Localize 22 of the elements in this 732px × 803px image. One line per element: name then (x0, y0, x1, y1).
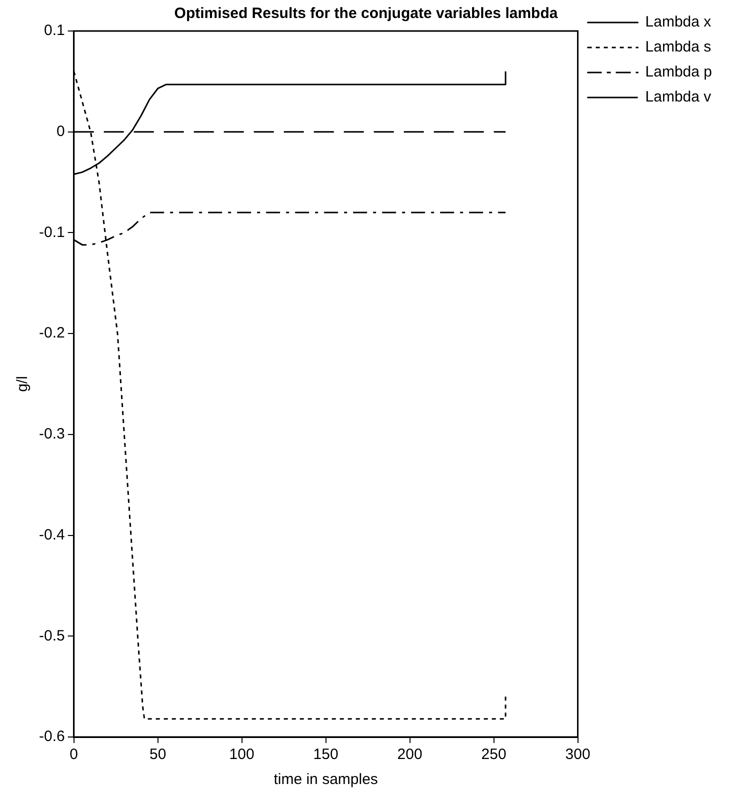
x-tick-label: 300 (565, 746, 590, 764)
legend-label: Lambda x (645, 14, 712, 31)
chart-title: Optimised Results for the conjugate variables lambda (174, 5, 558, 22)
x-tick-label: 150 (313, 746, 338, 764)
y-tick-label: -0.6 (38, 728, 65, 746)
x-axis-title: time in samples (274, 771, 378, 788)
x-tick-label: 0 (70, 746, 78, 764)
y-tick-label: -0.5 (38, 627, 65, 644)
x-tick-label: 200 (397, 746, 422, 764)
y-axis-title: g/l (14, 376, 32, 392)
legend-label: Lambda p (645, 64, 712, 81)
legend-label: Lambda s (645, 38, 712, 56)
legend-label: Lambda v (645, 88, 712, 106)
x-tick-label: 50 (149, 746, 166, 764)
y-tick-label: 0 (56, 123, 65, 140)
x-tick-label: 250 (481, 746, 506, 764)
x-tick-label: 100 (229, 746, 254, 764)
y-tick-label: 0.1 (44, 22, 65, 40)
y-tick-label: -0.4 (38, 526, 65, 544)
y-tick-label: -0.1 (38, 224, 65, 241)
y-tick-label: -0.3 (38, 426, 65, 443)
y-tick-label: -0.2 (38, 324, 65, 342)
